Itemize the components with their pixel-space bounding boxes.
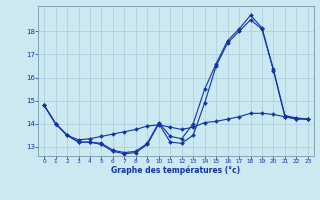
- X-axis label: Graphe des températures (°c): Graphe des températures (°c): [111, 166, 241, 175]
